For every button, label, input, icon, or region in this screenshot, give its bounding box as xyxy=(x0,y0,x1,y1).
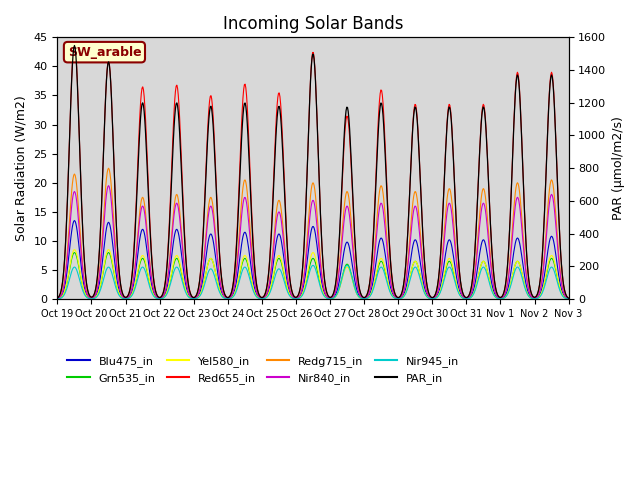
Y-axis label: Solar Radiation (W/m2): Solar Radiation (W/m2) xyxy=(15,96,28,241)
Title: Incoming Solar Bands: Incoming Solar Bands xyxy=(223,15,403,33)
Y-axis label: PAR (μmol/m2/s): PAR (μmol/m2/s) xyxy=(612,116,625,220)
Text: SW_arable: SW_arable xyxy=(68,46,141,59)
Legend: Blu475_in, Grn535_in, Yel580_in, Red655_in, Redg715_in, Nir840_in, Nir945_in, PA: Blu475_in, Grn535_in, Yel580_in, Red655_… xyxy=(63,352,463,388)
